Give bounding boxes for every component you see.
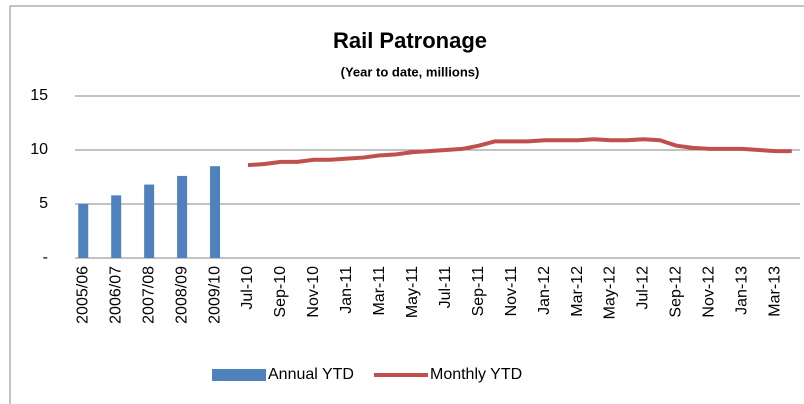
x-tick-label: May-12 bbox=[602, 266, 619, 319]
x-tick-label: Jan-12 bbox=[536, 266, 553, 315]
chart-title: Rail Patronage bbox=[333, 28, 487, 53]
y-tick-label: 10 bbox=[30, 141, 48, 158]
y-tick-label: 15 bbox=[30, 87, 48, 104]
x-tick-label: Sep-11 bbox=[470, 266, 487, 317]
x-tick-label: Sep-12 bbox=[668, 266, 685, 318]
bar bbox=[111, 195, 122, 258]
x-tick-label: Jul-12 bbox=[635, 266, 652, 310]
y-tick-label: - bbox=[43, 249, 48, 266]
x-tick-label: Mar-13 bbox=[767, 266, 784, 317]
x-tick-label: 2009/10 bbox=[206, 266, 223, 324]
legend-marker bbox=[212, 369, 266, 381]
x-tick-label: 2005/06 bbox=[74, 266, 91, 324]
x-tick-label: Mar-11 bbox=[371, 266, 388, 316]
bar bbox=[144, 184, 155, 258]
chart-subtitle: (Year to date, millions) bbox=[341, 64, 480, 79]
x-tick-label: Nov-11 bbox=[503, 266, 520, 316]
x-tick-label: May-11 bbox=[404, 266, 421, 318]
x-tick-label: Nov-12 bbox=[701, 266, 718, 318]
x-tick-label: Mar-12 bbox=[569, 266, 586, 317]
x-tick-label: Sep-10 bbox=[272, 266, 289, 318]
x-tick-label: 2006/07 bbox=[107, 266, 124, 324]
chart-border bbox=[9, 5, 804, 404]
x-tick-label: 2008/09 bbox=[173, 266, 190, 324]
legend-label: Monthly YTD bbox=[430, 366, 522, 383]
y-tick-label: 5 bbox=[39, 195, 48, 212]
x-tick-label: Jul-10 bbox=[239, 266, 256, 310]
x-tick-label: Nov-10 bbox=[305, 266, 322, 318]
legend-label: Annual YTD bbox=[268, 366, 354, 383]
bar bbox=[210, 166, 221, 258]
x-tick-label: Jul-11 bbox=[437, 266, 454, 308]
x-tick-label: 2007/08 bbox=[140, 266, 157, 324]
line bbox=[247, 137, 792, 168]
bar bbox=[177, 175, 188, 258]
bar bbox=[78, 204, 89, 258]
x-tick-label: Jan-11 bbox=[338, 266, 355, 314]
x-tick-label: Jan-13 bbox=[734, 266, 751, 315]
